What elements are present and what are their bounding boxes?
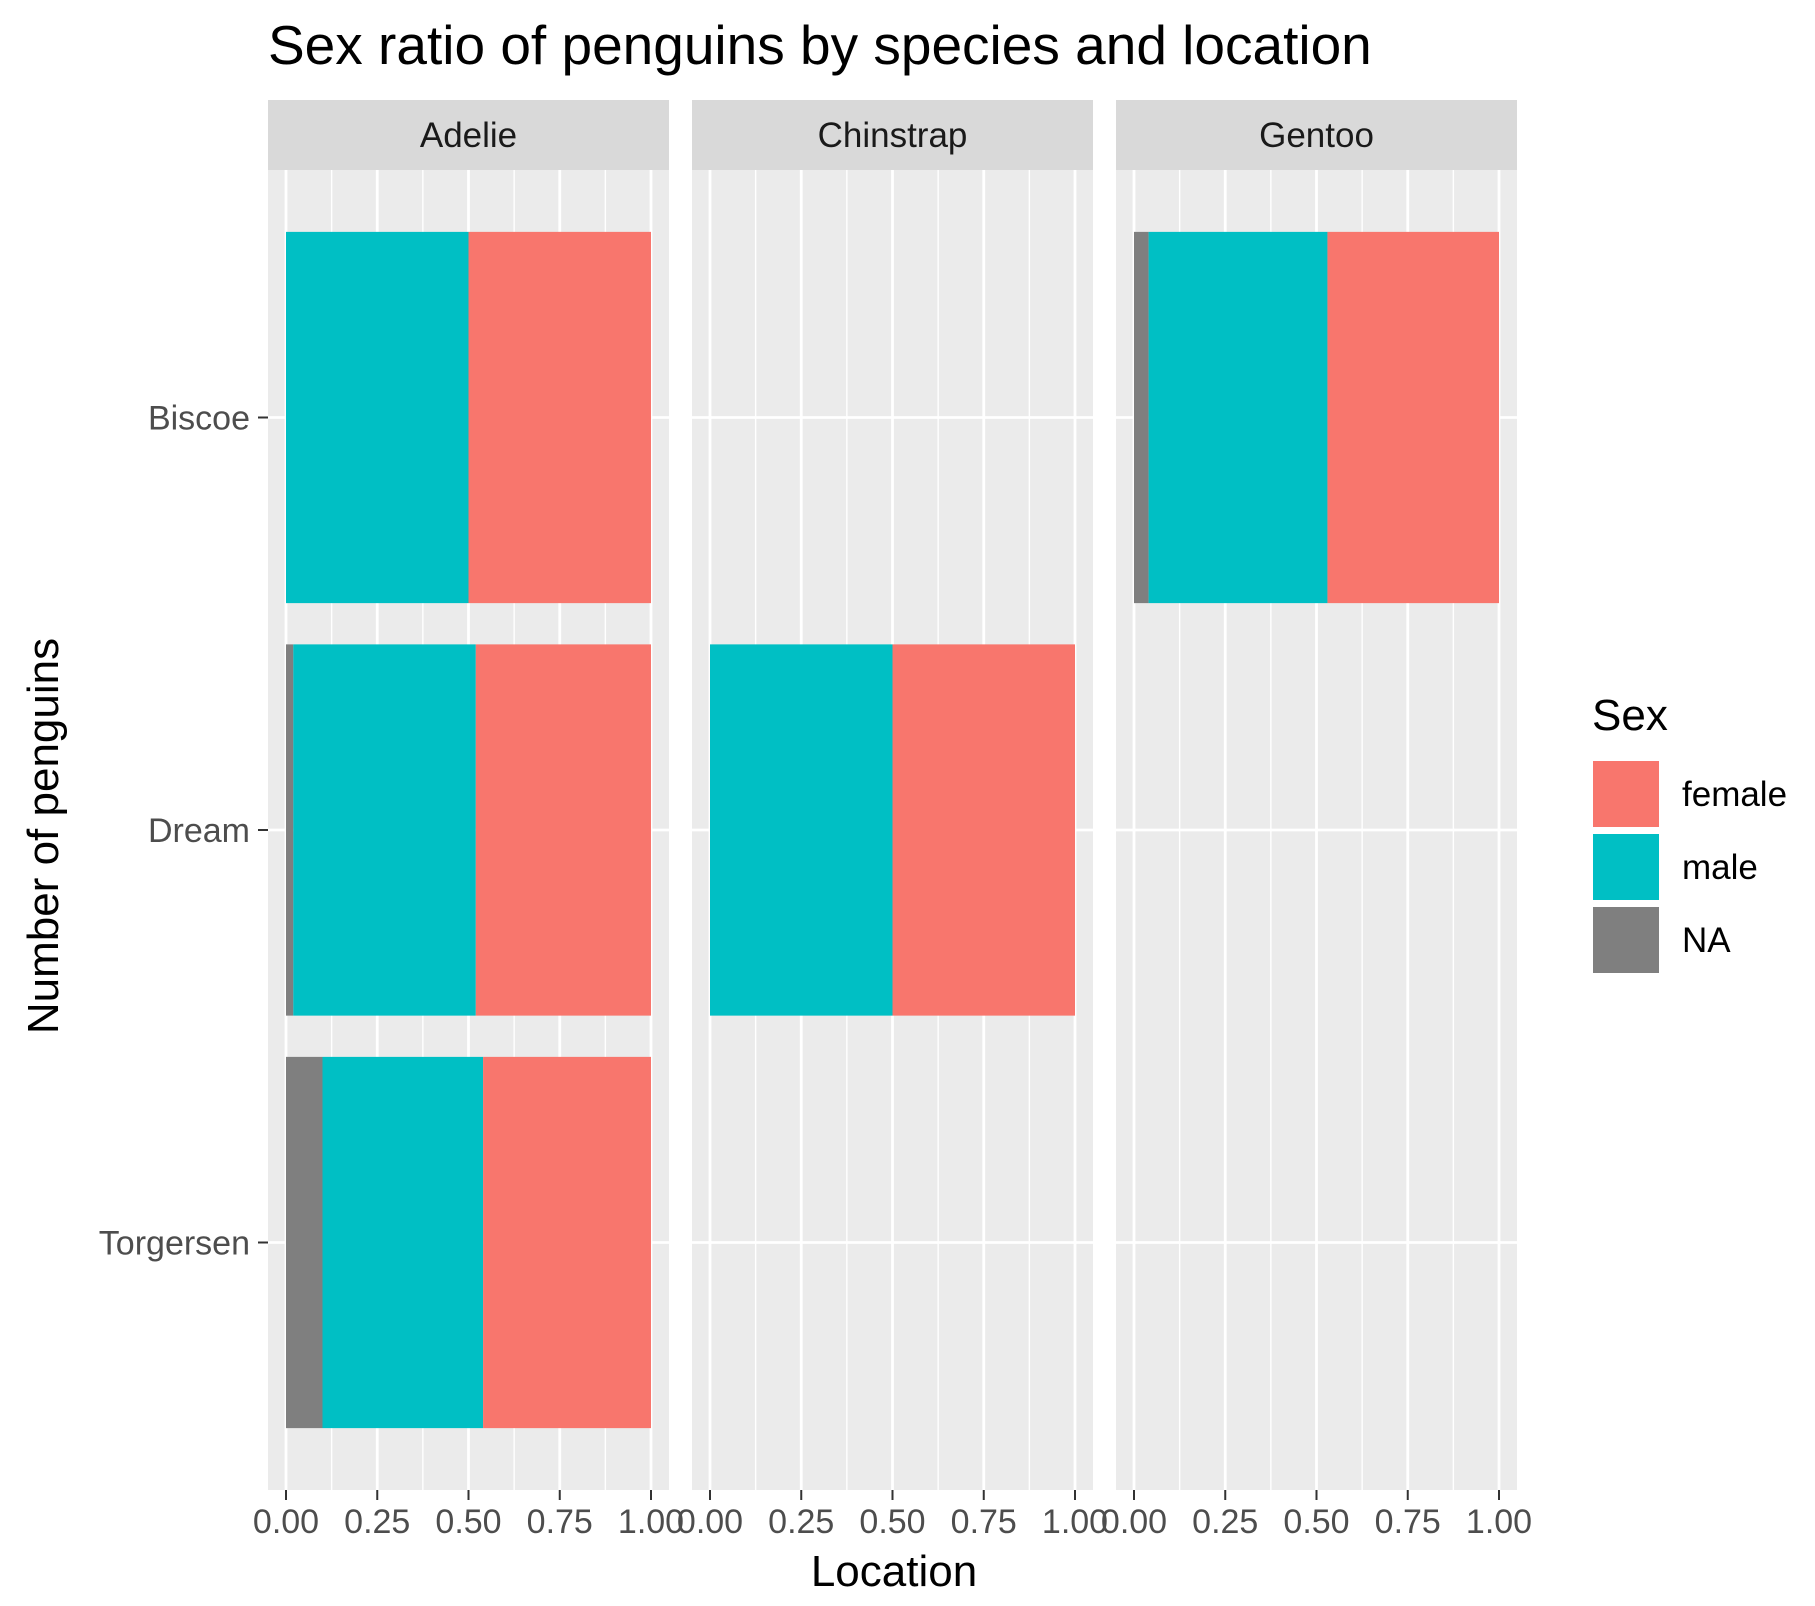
x-tick-label: 0.75: [527, 1503, 593, 1541]
x-tick-label: 0.25: [344, 1503, 410, 1541]
facet-panels: Adelie Chinstrap Gentoo: [268, 100, 1517, 1490]
bar-adelie-dream-female: [475, 644, 651, 1016]
y-tick-label-dream: Dream: [148, 812, 250, 850]
facet-strip: [268, 100, 669, 170]
x-tick-label: 0.00: [253, 1503, 319, 1541]
legend-label-male: male: [1682, 848, 1758, 887]
x-tick-label: 0.25: [1192, 1503, 1258, 1541]
y-axis-title: Number of penguins: [19, 638, 68, 1034]
facet-label: Chinstrap: [818, 116, 968, 155]
x-axis-title: Location: [811, 1547, 977, 1596]
legend-label-female: female: [1682, 775, 1787, 814]
bar-gentoo-biscoe-male: [1148, 231, 1328, 604]
bar-gentoo-biscoe-female: [1327, 231, 1499, 604]
chart-title: Sex ratio of penguins by species and loc…: [268, 14, 1372, 76]
facet-strip: [1116, 100, 1517, 170]
legend-key-female: [1591, 759, 1661, 829]
y-tick-label-biscoe: Biscoe: [148, 400, 250, 438]
facet-label: Adelie: [420, 116, 517, 155]
facet-panel-gentoo: Gentoo: [1116, 100, 1517, 1490]
x-tick-label: 0.00: [1101, 1503, 1167, 1541]
bar-adelie-torgersen-female: [483, 1056, 651, 1429]
x-tick-label: 0.00: [677, 1503, 743, 1541]
x-tick-label: 1.00: [618, 1503, 684, 1541]
legend-key-male: [1591, 832, 1661, 902]
legend: Sex female male NA: [1591, 691, 1787, 975]
x-tick-label: 0.50: [435, 1503, 501, 1541]
bar-chinstrap-dream-male: [710, 644, 893, 1016]
bar-adelie-dream-male: [293, 644, 476, 1016]
bar-chinstrap-dream-female: [892, 644, 1075, 1016]
x-tick-label: 0.75: [1375, 1503, 1441, 1541]
bar-adelie-torgersen-na: [286, 1056, 323, 1429]
y-axis: Torgersen Dream Biscoe: [99, 400, 268, 1263]
facet-panel-adelie: Adelie: [268, 100, 669, 1490]
y-tick-label-torgersen: Torgersen: [99, 1225, 250, 1263]
bar-adelie-dream-na: [286, 644, 294, 1016]
facet-strip: [692, 100, 1093, 170]
x-tick-label: 0.50: [1283, 1503, 1349, 1541]
x-tick-label: 0.75: [951, 1503, 1017, 1541]
x-tick-label: 0.50: [859, 1503, 925, 1541]
x-axis: 0.00 0.25 0.50 0.75 1.000.00 0.25 0.50 0.75 1.00…: [253, 1490, 1532, 1541]
bar-adelie-torgersen-male: [322, 1056, 484, 1429]
facet-panel-chinstrap: Chinstrap: [692, 100, 1093, 1490]
bar-gentoo-biscoe-na: [1134, 231, 1149, 604]
x-tick-label: 1.00: [1042, 1503, 1108, 1541]
bar-adelie-biscoe-female: [468, 231, 651, 604]
legend-title: Sex: [1592, 691, 1668, 740]
bar-adelie-biscoe-male: [286, 231, 469, 604]
legend-label-na: NA: [1682, 921, 1731, 960]
facet-label: Gentoo: [1259, 116, 1374, 155]
legend-key-na: [1591, 905, 1661, 975]
x-tick-label: 1.00: [1466, 1503, 1532, 1541]
x-tick-label: 0.25: [768, 1503, 834, 1541]
